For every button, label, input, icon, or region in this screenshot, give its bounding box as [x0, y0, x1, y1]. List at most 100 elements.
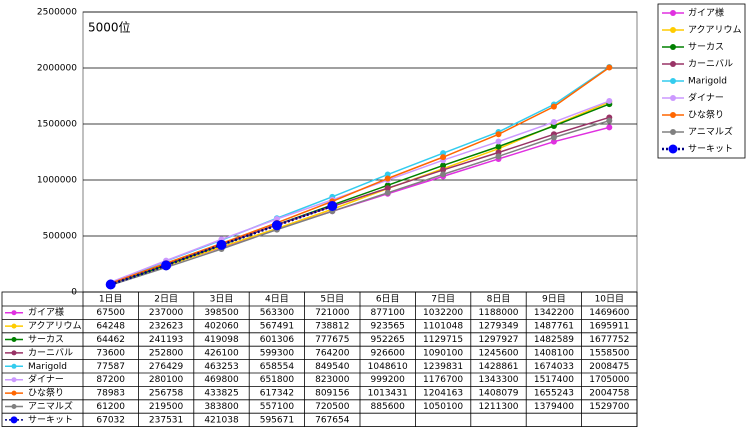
table-cell: 721000	[315, 308, 350, 318]
table-cell: 877100	[371, 308, 406, 318]
table-cell: 237531	[149, 415, 183, 425]
table-cell: 617342	[260, 389, 294, 399]
series-line	[110, 66, 610, 284]
table-cell: 73600	[96, 348, 125, 358]
table-cell: 67500	[96, 308, 125, 318]
series-marker	[550, 134, 557, 141]
legend-key-marker	[670, 61, 676, 67]
series-marker	[550, 119, 557, 126]
table-row-label: アニマルズ	[28, 400, 73, 412]
table-cell: 926600	[371, 348, 406, 358]
table-cell: 426100	[204, 348, 239, 358]
x-tick-label: 5日目	[320, 294, 344, 305]
legend-key-marker	[668, 144, 678, 154]
table-cell: 276429	[149, 362, 184, 372]
table-row-label: ガイア様	[28, 306, 64, 318]
table-cell: 1469600	[589, 308, 629, 318]
table-key-marker	[11, 377, 17, 383]
table-cell: 252800	[149, 348, 184, 358]
table-cell: 1487761	[534, 322, 574, 332]
series-marker	[271, 220, 282, 231]
table-cell: 1204163	[423, 389, 463, 399]
table-cell: 64248	[96, 322, 125, 332]
legend-key-marker	[670, 44, 676, 50]
annotation: 5000位	[88, 20, 131, 35]
table-row-label: ひな祭り	[28, 387, 64, 399]
table-cell: 767654	[315, 415, 350, 425]
table-cell: 1176700	[423, 375, 463, 385]
table-key-marker	[10, 416, 18, 424]
legend-key-marker	[670, 78, 676, 84]
table-key-marker	[11, 363, 17, 369]
legend-key-marker	[670, 129, 676, 135]
table-cell: 1408100	[534, 348, 574, 358]
table-cell: 599300	[260, 348, 295, 358]
table-cell: 738812	[315, 322, 349, 332]
table-row-label: Marigold	[28, 362, 67, 372]
table-cell: 398500	[204, 308, 239, 318]
table-cell: 1408079	[478, 389, 518, 399]
legend-label: ガイア様	[688, 7, 724, 19]
legend-label: Marigold	[688, 77, 727, 87]
table-cell: 2004758	[589, 389, 629, 399]
legend-label: サーキット	[688, 144, 733, 155]
legend-key-marker	[670, 112, 676, 118]
legend-label: ダイナー	[688, 92, 724, 104]
table-cell: 1379400	[534, 402, 574, 412]
series-line	[110, 66, 610, 285]
table-cell: 849540	[315, 362, 350, 372]
table-cell: 1674033	[534, 362, 574, 372]
table-row-label: アクアリウム	[28, 321, 82, 332]
table-cell: 1245600	[478, 348, 518, 358]
table-cell: 1239831	[423, 362, 463, 372]
table-cell: 567491	[260, 322, 294, 332]
table-cell: 764200	[315, 348, 350, 358]
table-cell: 1558500	[589, 348, 629, 358]
table-cell: 720500	[315, 402, 350, 412]
table-cell: 1297927	[478, 335, 518, 345]
table-cell: 419098	[204, 335, 239, 345]
table-cell: 1529700	[589, 402, 629, 412]
legend-key-marker	[670, 27, 676, 33]
series-marker	[495, 138, 502, 145]
table-cell: 256758	[149, 389, 184, 399]
x-tick-label: 2日目	[154, 294, 178, 305]
plot-area	[82, 11, 638, 293]
table-cell: 87200	[96, 375, 125, 385]
table-cell: 1482589	[534, 335, 574, 345]
table-cell: 1211300	[478, 402, 518, 412]
table-row-label: カーニバル	[28, 347, 73, 358]
series-marker	[606, 117, 613, 124]
series-line	[110, 100, 610, 283]
series-marker	[440, 166, 447, 173]
table-cell: 1013431	[368, 389, 408, 399]
series-marker	[216, 239, 227, 250]
table-key-marker	[11, 350, 17, 356]
table-cell: 1343300	[478, 375, 518, 385]
legend-label: アクアリウム	[688, 25, 742, 36]
series-marker	[384, 175, 391, 182]
x-tick-label: 8日目	[487, 294, 511, 305]
table-cell: 280100	[149, 375, 184, 385]
table-cell: 469800	[204, 375, 239, 385]
table-cell: 1342200	[534, 308, 574, 318]
table-cell: 1032200	[423, 308, 463, 318]
y-tick-label: 2500000	[37, 8, 77, 18]
series-marker	[606, 64, 613, 71]
table-cell: 219500	[149, 402, 184, 412]
y-tick-label: 1500000	[37, 120, 77, 130]
table-row-label: サーカス	[28, 334, 64, 345]
series-marker	[606, 124, 613, 131]
series-marker	[384, 185, 391, 192]
series-marker	[550, 103, 557, 110]
y-tick-label: 0	[71, 288, 77, 298]
x-tick-label: 9日目	[542, 294, 566, 305]
table-cell: 651800	[260, 375, 295, 385]
table-cell: 77587	[96, 362, 125, 372]
legend-label: カーニバル	[688, 59, 733, 70]
table-cell: 885600	[371, 402, 406, 412]
table-cell: 237000	[149, 308, 184, 318]
x-tick-label: 1日目	[99, 294, 123, 305]
table-cell: 1048610	[368, 362, 408, 372]
